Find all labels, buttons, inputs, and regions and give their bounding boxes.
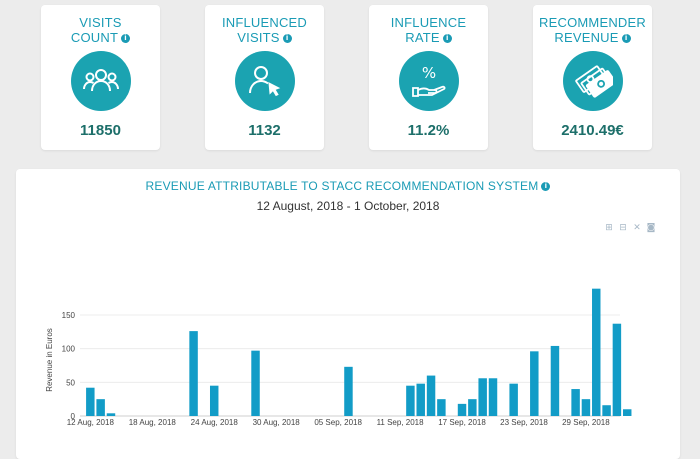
bar[interactable] <box>622 409 632 416</box>
percent-hand-icon: % <box>398 51 459 111</box>
bar[interactable] <box>106 413 116 416</box>
bar[interactable] <box>550 345 560 416</box>
kpi-title: INFLUENCED VISITS i <box>205 15 324 45</box>
x-tick-label: 29 Sep, 2018 <box>562 418 610 427</box>
svg-text:%: % <box>421 64 435 82</box>
bar[interactable] <box>509 383 518 416</box>
kpi-title: RECOMMENDER REVENUE i <box>533 15 652 45</box>
user-cursor-icon <box>234 51 295 111</box>
bar[interactable] <box>86 387 95 416</box>
bar[interactable] <box>437 399 446 416</box>
chart-title-text: REVENUE ATTRIBUTABLE TO STACC RECOMMENDA… <box>145 179 539 193</box>
kpi-title-line-2: REVENUE <box>554 30 619 45</box>
info-icon[interactable]: i <box>121 34 131 44</box>
x-tick-label: 17 Sep, 2018 <box>438 418 486 427</box>
bar[interactable] <box>581 399 591 416</box>
zoom-in-icon[interactable]: ⊞ <box>605 223 613 233</box>
camera-icon[interactable]: ◙ <box>646 223 656 233</box>
revenue-chart-panel: REVENUE ATTRIBUTABLE TO STACC RECOMMENDA… <box>16 169 680 459</box>
bar[interactable] <box>488 378 498 416</box>
x-tick-label: 05 Sep, 2018 <box>314 418 362 427</box>
kpi-card-recommender-revenue: RECOMMENDER REVENUE i 2410.49€ <box>533 5 652 150</box>
kpi-card-visits-count: VISITS COUNT i 11850 <box>41 5 160 150</box>
kpi-title-line-1: INFLUENCED <box>221 15 308 30</box>
x-tick-label: 11 Sep, 2018 <box>377 418 425 427</box>
y-tick-label: 0 <box>71 412 76 421</box>
y-tick-label: 150 <box>62 311 76 320</box>
kpi-title-line-2: RATE <box>405 30 440 45</box>
zoom-out-icon[interactable]: ⊟ <box>619 223 627 233</box>
bar[interactable] <box>592 288 601 416</box>
kpi-title-line-1: RECOMMENDER <box>539 15 646 30</box>
kpi-title-line-2: VISITS <box>237 30 280 45</box>
bar[interactable] <box>478 378 487 416</box>
revenue-bar-chart[interactable]: 0 50 100 150 12 Aug, 2018 18 Aug, 2018 24 Aug,… <box>16 169 680 459</box>
y-axis-title: Revenue in Euros <box>45 328 54 392</box>
kpi-title: VISITS COUNT i <box>41 15 160 45</box>
bar[interactable] <box>344 366 353 416</box>
bar[interactable] <box>209 385 219 416</box>
bar[interactable] <box>602 405 611 416</box>
bar[interactable] <box>571 389 580 416</box>
bar[interactable] <box>457 403 467 416</box>
x-tick-label: 12 Aug, 2018 <box>67 418 115 427</box>
y-tick-label: 100 <box>62 345 76 354</box>
bar[interactable] <box>251 350 260 416</box>
info-icon[interactable]: i <box>541 182 551 192</box>
bar[interactable] <box>612 323 622 416</box>
bar[interactable] <box>416 383 425 416</box>
x-tick-label: 24 Aug, 2018 <box>191 418 239 427</box>
kpi-card-influence-rate: INFLUENCE RATE i % 11.2% <box>369 5 488 150</box>
bar[interactable] <box>189 331 198 416</box>
chart-toolbar: ⊞ ⊟ ✕ ◙ <box>600 217 656 233</box>
reset-axes-icon[interactable]: ✕ <box>633 223 641 233</box>
x-tick-label: 23 Sep, 2018 <box>500 418 548 427</box>
bar[interactable] <box>96 399 105 416</box>
kpi-title-line-1: INFLUENCE <box>390 15 467 30</box>
chart-title: REVENUE ATTRIBUTABLE TO STACC RECOMMENDA… <box>16 179 680 193</box>
money-bills-icon <box>562 51 623 111</box>
kpi-value: 11.2% <box>407 122 450 139</box>
info-icon[interactable]: i <box>282 34 292 44</box>
bar[interactable] <box>406 385 415 416</box>
kpi-title-line-1: VISITS <box>79 15 122 30</box>
kpi-title-line-2: COUNT <box>70 30 119 45</box>
kpi-card-influenced-visits: INFLUENCED VISITS i 1132 <box>205 5 324 150</box>
y-tick-label: 50 <box>66 378 75 387</box>
bar[interactable] <box>426 375 436 416</box>
kpi-value: 11850 <box>80 122 121 139</box>
bar[interactable] <box>530 351 539 416</box>
bar[interactable] <box>468 399 477 416</box>
info-icon[interactable]: i <box>621 34 631 44</box>
x-tick-label: 30 Aug, 2018 <box>253 418 301 427</box>
kpi-value: 2410.49€ <box>561 122 624 139</box>
kpi-title: INFLUENCE RATE i <box>369 15 488 45</box>
people-group-icon <box>70 51 131 111</box>
kpi-value: 1132 <box>248 122 281 139</box>
x-tick-label: 18 Aug, 2018 <box>129 418 177 427</box>
chart-subtitle: 12 August, 2018 - 1 October, 2018 <box>256 199 440 213</box>
info-icon[interactable]: i <box>442 34 452 44</box>
kpi-row: VISITS COUNT i 11850 INFLUENCED VISITS i <box>0 0 700 150</box>
